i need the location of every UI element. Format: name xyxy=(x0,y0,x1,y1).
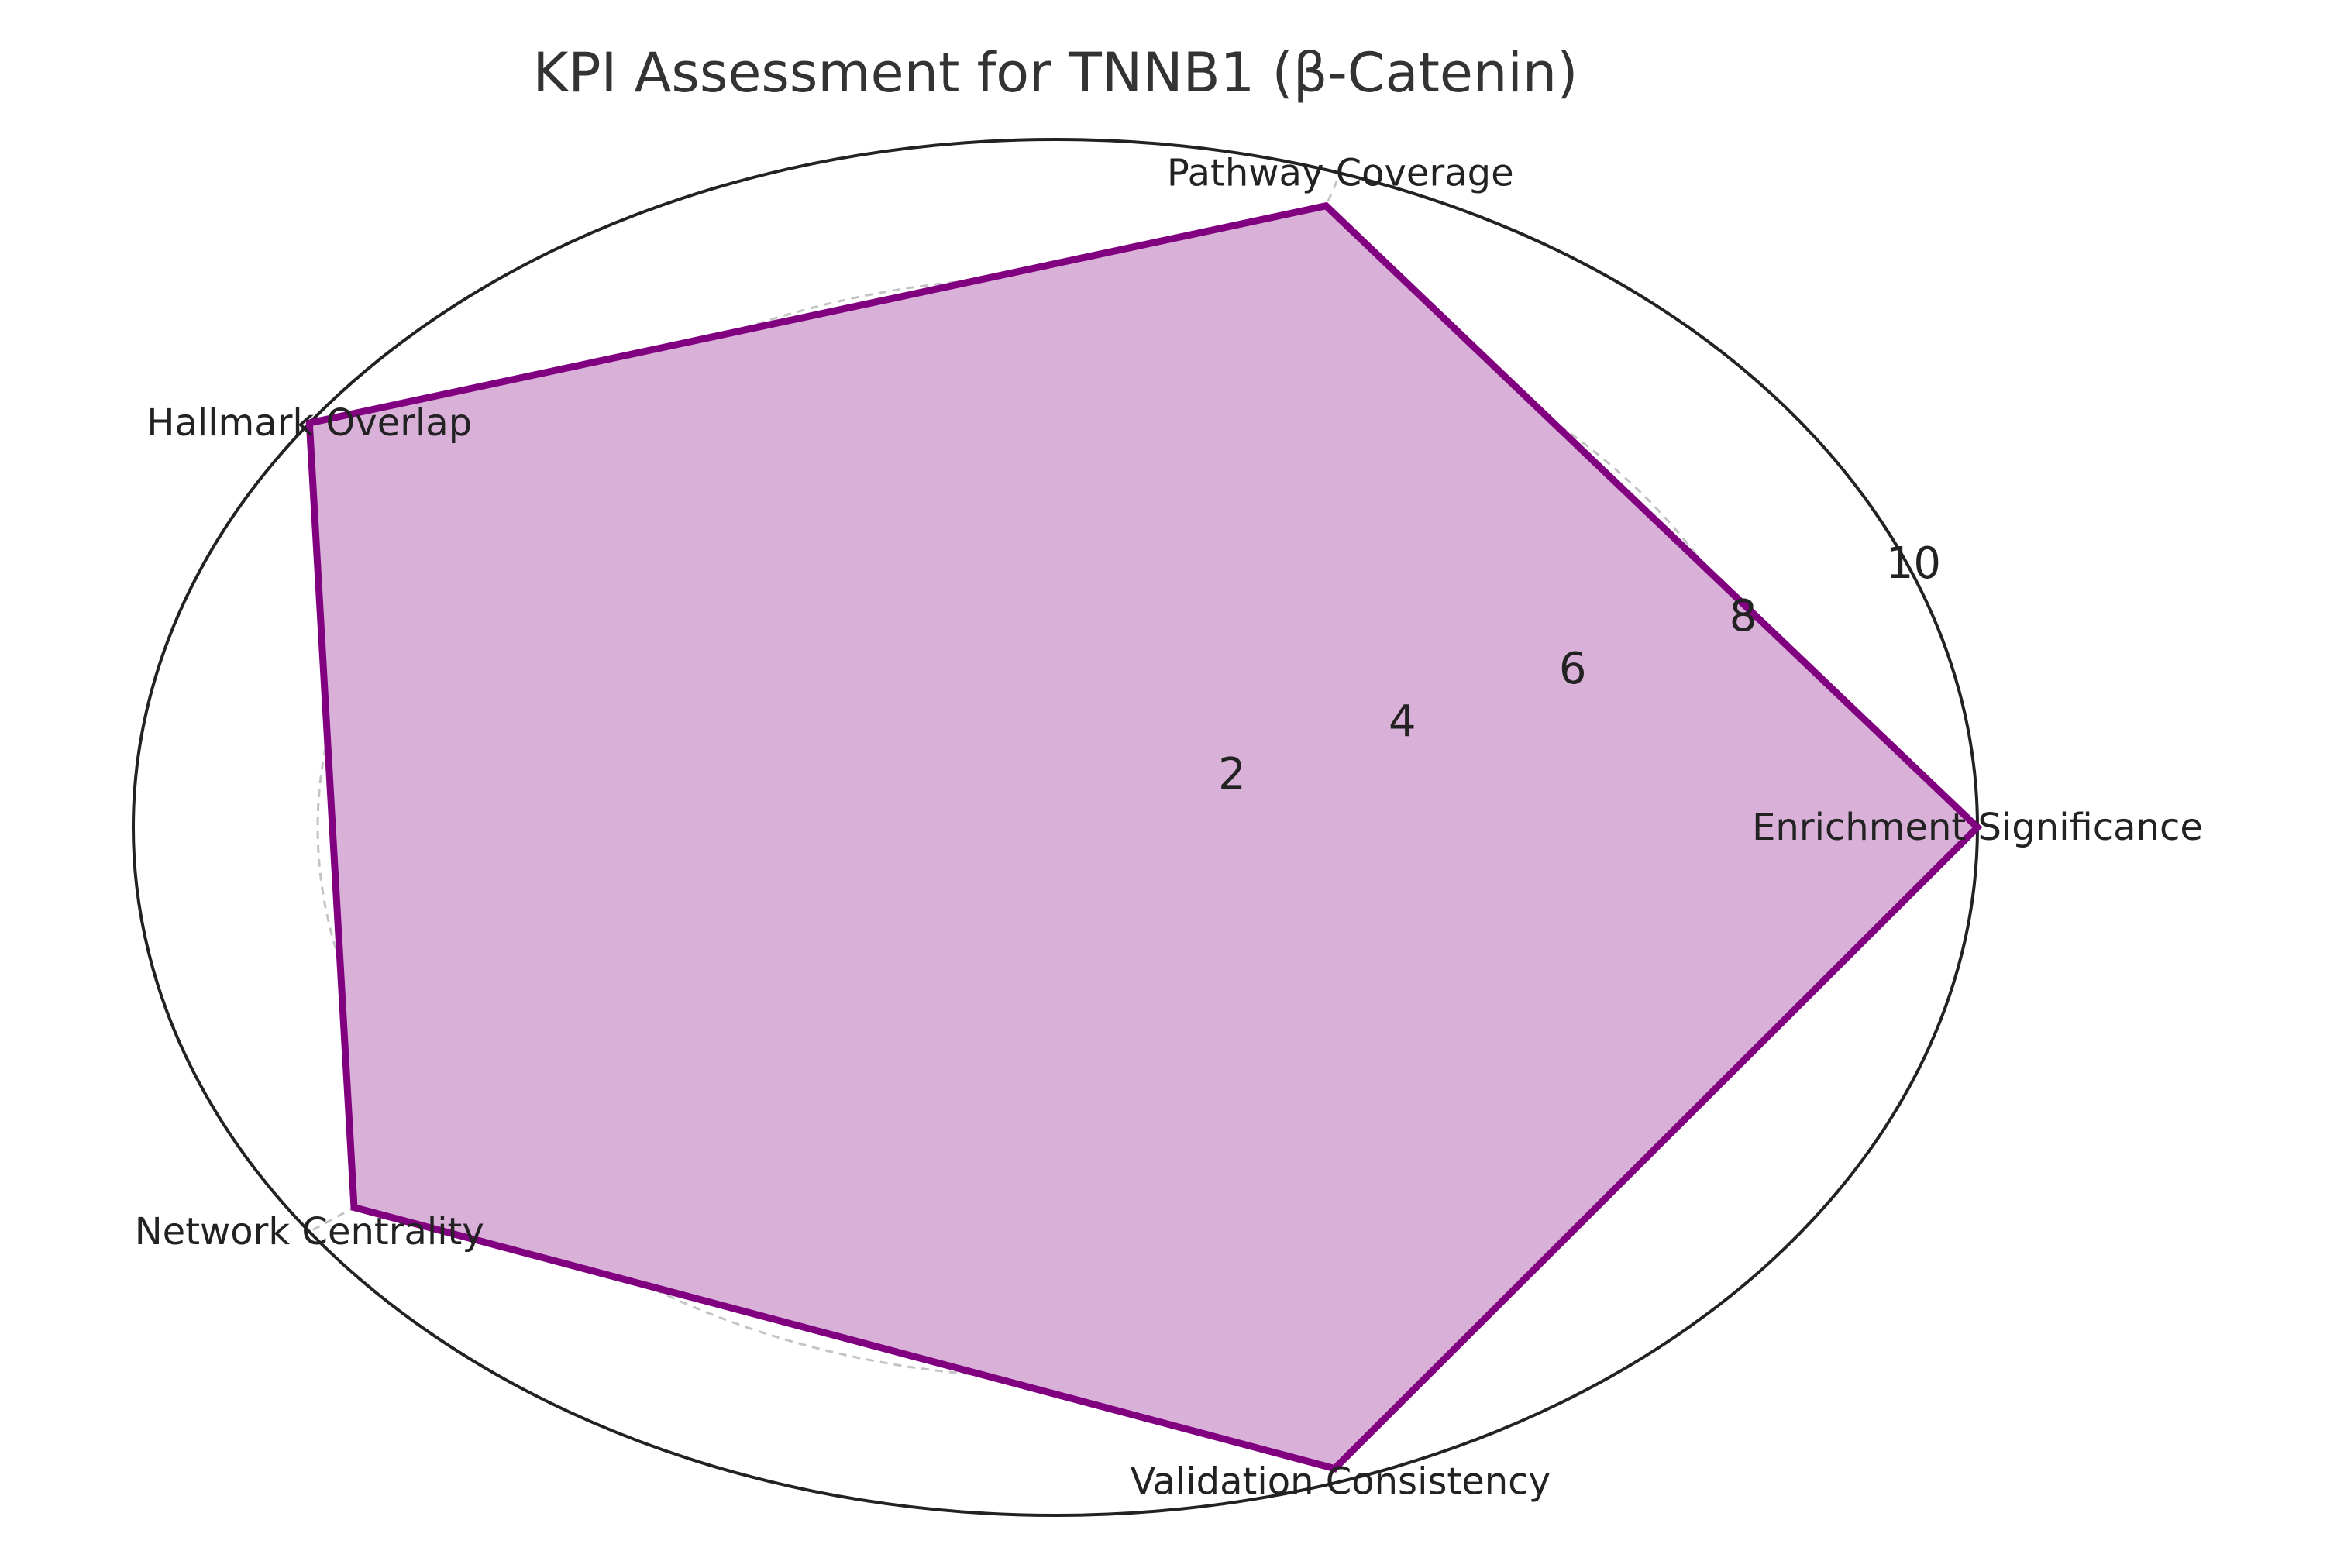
axis-label: Hallmark Overlap xyxy=(146,401,472,445)
axis-label: Validation Consistency xyxy=(1130,1460,1551,1504)
axis-label: Network Centrality xyxy=(135,1210,484,1253)
data-point xyxy=(1323,203,1329,208)
data-point xyxy=(352,1205,357,1210)
series-fill-area xyxy=(309,205,1977,1469)
axis-label: Pathway Coverage xyxy=(1167,151,1514,194)
radial-tick-label: 6 xyxy=(1559,644,1587,694)
chart-title: KPI Assessment for TNNB1 (β-Catenin) xyxy=(533,41,1578,105)
radial-tick-label: 8 xyxy=(1730,591,1757,641)
axis-labels: Enrichment Significance Pathway Coverage H… xyxy=(135,151,2203,1503)
radial-tick-label: 2 xyxy=(1218,749,1246,799)
radial-tick-labels: 2 4 6 8 10 xyxy=(1218,538,1941,799)
data-point xyxy=(1332,1466,1337,1471)
radial-tick-label: 10 xyxy=(1886,538,1941,589)
radar-series xyxy=(305,201,1983,1473)
data-point xyxy=(307,421,312,426)
series-outline xyxy=(305,201,1983,1473)
axis-label: Enrichment Significance xyxy=(1752,806,2203,849)
data-point xyxy=(1975,825,1980,830)
radial-tick-label: 4 xyxy=(1389,696,1416,747)
